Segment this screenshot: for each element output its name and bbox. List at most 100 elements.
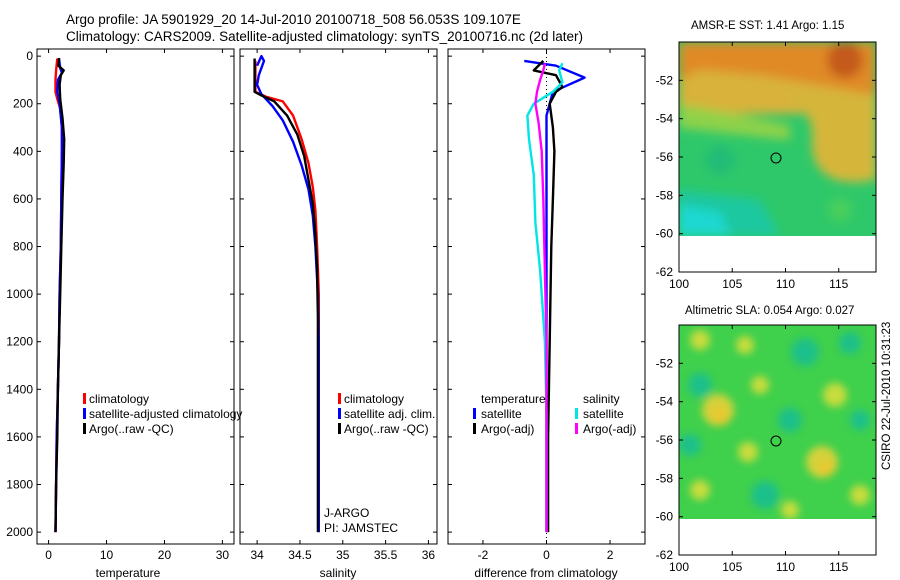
map-y-tick-label: -62 xyxy=(656,548,674,562)
map-y-tick-label: -60 xyxy=(656,227,674,241)
y-tick-label: 0 xyxy=(26,49,33,63)
map-y-tick-label: -52 xyxy=(656,356,674,370)
sla-map-title: Altimetric SLA: 0.054 Argo: 0.027 xyxy=(685,305,855,317)
salinity-plot-frame xyxy=(239,48,438,545)
x-tick-label: 30 xyxy=(216,548,230,562)
x-tick-label: 34 xyxy=(250,548,264,562)
map-x-tick-label: 110 xyxy=(776,277,795,291)
x-tick-label: 35.5 xyxy=(374,548,398,562)
temperature-axes: 0 200 400 600 800 1000 1200 1400 1600 1800 2000 0 10… xyxy=(6,49,234,562)
series-line-temperature-satellite xyxy=(524,59,586,533)
y-tick-label: 2000 xyxy=(6,525,33,539)
series-line-salinity-argo-adj- xyxy=(534,63,548,533)
sst-map-title: AMSR-E SST: 1.41 Argo: 1.15 xyxy=(691,20,845,32)
argo-float-marker xyxy=(770,435,782,447)
legend-swatch-temp-argo xyxy=(473,423,476,434)
x-tick-label: 20 xyxy=(158,548,172,562)
y-tick-label: 1800 xyxy=(6,478,33,492)
series-line-argo-raw-qc- xyxy=(253,58,320,533)
temperature-xlabel: temperature xyxy=(96,566,161,580)
float-program-label: J-ARGO xyxy=(324,506,369,520)
creation-stamp: CSIRO 22-Jul-2010 10:31:23 xyxy=(881,321,893,470)
legend-swatch-satellite xyxy=(83,408,86,419)
map-x-tick-label: 105 xyxy=(722,560,742,574)
legend-label-argo: Argo(..raw -QC) xyxy=(89,422,174,436)
legend-label-sal-satellite: satellite xyxy=(583,407,624,421)
y-tick-label: 600 xyxy=(13,192,33,206)
y-tick-label: 1000 xyxy=(6,287,33,301)
series-line-temperature-argo-adj- xyxy=(532,60,564,533)
x-tick-label: 10 xyxy=(100,548,114,562)
sst-field xyxy=(679,42,876,236)
map-y-tick-label: -58 xyxy=(656,188,674,202)
x-tick-label: 0 xyxy=(45,548,52,562)
y-tick-label: 400 xyxy=(13,144,33,158)
legend-title-salinity: salinity xyxy=(583,392,620,406)
map-y-tick-label: -62 xyxy=(656,265,674,279)
legend-swatch-climatology xyxy=(83,393,86,404)
temperature-plot-frame xyxy=(36,48,235,545)
float-pi-label: PI: JAMSTEC xyxy=(324,521,398,535)
difference-xlabel: difference from climatology xyxy=(474,566,617,580)
legend-label-temp-argo: Argo(-adj) xyxy=(481,422,534,436)
legend-swatch-argo xyxy=(338,423,341,434)
legend-swatch-satellite xyxy=(338,408,341,419)
map-x-tick-label: 110 xyxy=(776,560,795,574)
temperature-legend: climatology satellite-adjusted climatolo… xyxy=(83,392,242,436)
series-line-argo-raw-qc- xyxy=(54,57,66,533)
salinity-legend: climatology satellite adj. clim. Argo(..… xyxy=(324,392,435,535)
y-tick-label: 1400 xyxy=(6,382,33,396)
legend-label-climatology: climatology xyxy=(344,392,404,406)
map-y-tick-label: -56 xyxy=(656,150,674,164)
legend-swatch-temp-satellite xyxy=(473,408,476,419)
map-y-tick-label: -60 xyxy=(656,510,674,524)
map-x-tick-label: 100 xyxy=(669,560,689,574)
difference-series xyxy=(524,59,586,533)
legend-swatch-climatology xyxy=(338,393,341,404)
y-tick-label: 800 xyxy=(13,240,33,254)
salinity-series xyxy=(253,54,320,533)
temperature-series xyxy=(54,57,66,533)
x-tick-label: 34.5 xyxy=(288,548,312,562)
difference-legend: temperature salinity satellite Argo(-adj… xyxy=(473,392,636,436)
y-tick-label: 1600 xyxy=(6,430,33,444)
x-tick-label: 35 xyxy=(336,548,350,562)
sla-field xyxy=(679,325,876,519)
x-tick-label: 0 xyxy=(543,548,550,562)
x-tick-label: 36 xyxy=(422,548,436,562)
map-y-tick-label: -54 xyxy=(656,112,674,126)
map-y-tick-label: -54 xyxy=(656,395,674,409)
legend-swatch-sal-satellite xyxy=(575,408,578,419)
argo-float-marker xyxy=(770,152,782,164)
legend-swatch-sal-argo xyxy=(575,423,578,434)
y-tick-label: 1200 xyxy=(6,335,33,349)
series-line-satellite-adj-clim- xyxy=(255,54,320,533)
y-tick-label: 200 xyxy=(13,97,33,111)
figure-title-line1: Argo profile: JA 5901929_20 14-Jul-2010 … xyxy=(66,12,521,27)
series-line-salinity-satellite xyxy=(526,62,564,533)
legend-swatch-argo xyxy=(83,423,86,434)
legend-label-argo: Argo(..raw -QC) xyxy=(344,422,429,436)
x-tick-label: -2 xyxy=(478,548,489,562)
legend-label-satellite: satellite adj. clim. xyxy=(344,407,435,421)
map-y-tick-label: -52 xyxy=(656,73,674,87)
map-x-tick-label: 115 xyxy=(829,560,848,574)
legend-label-temp-satellite: satellite xyxy=(481,407,522,421)
map-x-tick-label: 115 xyxy=(829,277,848,291)
salinity-axes: 34 34.5 35 35.5 36 xyxy=(240,49,437,562)
legend-title-temperature: temperature xyxy=(481,392,546,406)
map-x-tick-label: 100 xyxy=(669,277,689,291)
legend-label-satellite: satellite-adjusted climatology xyxy=(89,407,242,421)
salinity-xlabel: salinity xyxy=(320,566,357,580)
legend-label-climatology: climatology xyxy=(89,392,149,406)
map-y-tick-label: -56 xyxy=(656,433,674,447)
x-tick-label: 2 xyxy=(607,548,614,562)
figure-title-line2: Climatology: CARS2009. Satellite-adjuste… xyxy=(66,29,584,44)
map-x-tick-label: 105 xyxy=(722,277,742,291)
legend-label-sal-argo: Argo(-adj) xyxy=(583,422,636,436)
